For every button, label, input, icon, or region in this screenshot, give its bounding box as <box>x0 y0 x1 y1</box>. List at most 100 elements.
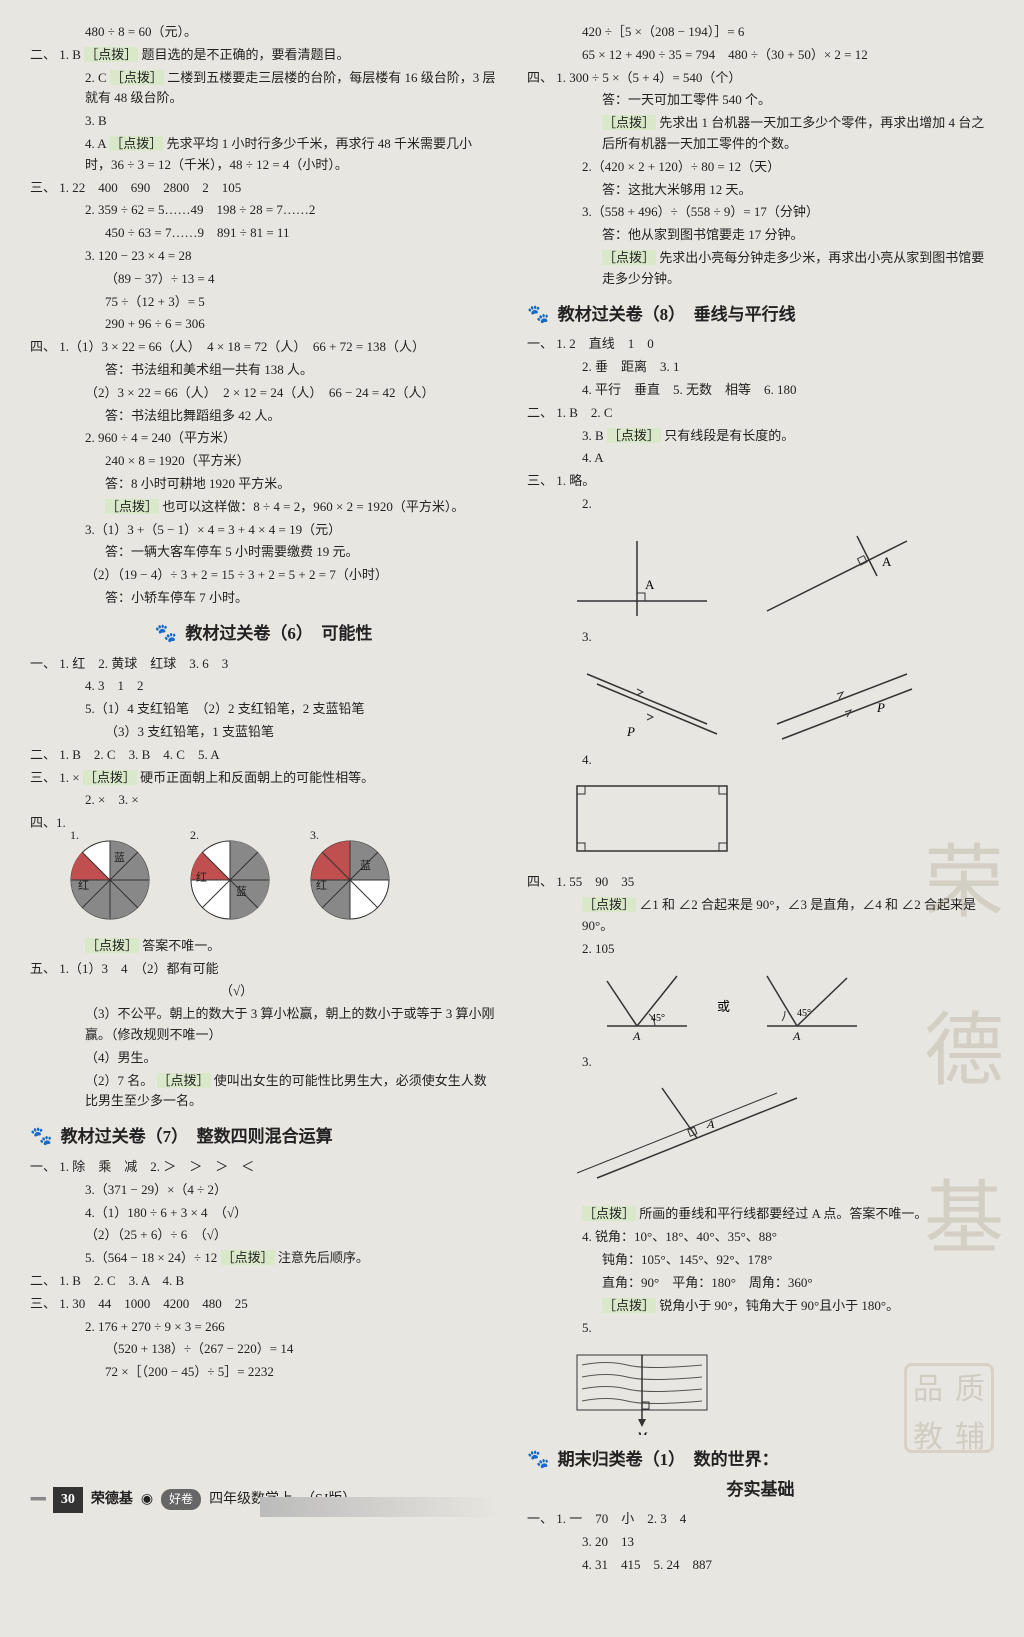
text-line: 答：书法组和美术组一共有 138 人。 <box>30 360 497 381</box>
text-line: 4. <box>527 750 994 771</box>
hint-label: ［点拨］ <box>582 897 636 912</box>
text-line: 2. <box>527 494 994 515</box>
text-line: 答：书法组比舞蹈组多 42 人。 <box>30 406 497 427</box>
hint-label: ［点拨］ <box>602 1298 656 1313</box>
hint-label: ［点拨］ <box>582 1206 636 1221</box>
text-line: 5.（564 − 18 × 24）÷ 12 ［点拨］ 注意先后顺序。 <box>30 1248 497 1269</box>
text-line: （2）（19 − 4）÷ 3 + 2 = 15 ÷ 3 + 2 = 5 + 2 … <box>30 565 497 586</box>
pie-label-red: 红 <box>78 878 89 896</box>
footer-gradient <box>260 1497 500 1517</box>
hint-label: ［点拨］ <box>157 1073 211 1088</box>
text-line: 答：他从家到图书馆要走 17 分钟。 <box>527 225 994 246</box>
paw-icon: 🐾 <box>527 1449 549 1469</box>
hint-label: ［点拨］ <box>83 770 137 785</box>
pie-charts: 1. 红 蓝 2. <box>70 840 497 930</box>
section-title-6: 🐾 教材过关卷（6） 可能性 <box>30 619 497 648</box>
text-line: 2. 105 <box>527 939 994 960</box>
diagram-rectangle <box>567 776 994 866</box>
p8-sec4: 四、 1. 55 90 35 <box>527 872 994 893</box>
text-line: ［点拨］ 先求出 1 台机器一天加工多少个零件，再求出增加 4 台之后所有机器一… <box>527 113 994 155</box>
text-line: 3. <box>527 1052 994 1073</box>
svg-text:45°: 45° <box>797 1008 811 1019</box>
text-line: 4. 平行 垂直 5. 无数 相等 6. 180 <box>527 380 994 401</box>
pie-label-red: 红 <box>316 878 327 896</box>
section-subtitle-end: 夯实基础 <box>527 1476 994 1503</box>
text-line: 65 × 12 + 490 ÷ 35 = 794 480 ÷（30 + 50）×… <box>527 45 994 66</box>
section-title-8: 🐾 教材过关卷（8） 垂线与平行线 <box>527 300 994 329</box>
diagram-45deg: 45° A 或 45° A <box>567 966 994 1046</box>
text-line: 3. B ［点拨］ 只有线段是有长度的。 <box>527 426 994 447</box>
text-line: 钝角：105°、145°、92°、178° <box>527 1250 994 1271</box>
p7-sec2: 二、 1. B 2. C 3. A 4. B <box>30 1271 497 1292</box>
label-P: P <box>876 700 885 715</box>
text-line: 2. 垂 距离 3. 1 <box>527 357 994 378</box>
text-line: ［点拨］ ∠1 和 ∠2 合起来是 90°，∠3 是直角，∠4 和 ∠2 合起来… <box>527 895 994 937</box>
label-M: M <box>636 1429 648 1435</box>
text-line: 420 ÷［5 ×（208 − 194）］= 6 <box>527 22 994 43</box>
label-P: P <box>626 724 635 739</box>
p6-sec2: 二、 1. B 2. C 3. B 4. C 5. A <box>30 745 497 766</box>
hint-label: ［点拨］ <box>110 70 164 85</box>
text-line: 2. 359 ÷ 62 = 5……49 198 ÷ 28 = 7……2 <box>30 200 497 221</box>
text-line: 480 ÷ 8 = 60（元）。 <box>30 22 497 43</box>
text-line: 4. 31 415 5. 24 887 <box>527 1555 994 1576</box>
paw-icon: 🐾 <box>155 623 177 643</box>
text-line: 2.（420 × 2 + 120）÷ 80 = 12（天） <box>527 157 994 178</box>
text-line: 3. <box>527 627 994 648</box>
hint-label: ［点拨］ <box>607 428 661 443</box>
text-line: 2. C ［点拨］ 二楼到五楼要走三层楼的台阶，每层楼有 16 级台阶，3 层就… <box>30 68 497 110</box>
pe-sec1: 一、 1. 一 70 小 2. 3 4 <box>527 1509 994 1530</box>
pie-1: 1. 红 蓝 <box>70 840 160 930</box>
diagram-parallel: P P <box>567 654 994 744</box>
section-3: 三、 1. 22 400 690 2800 2 105 <box>30 178 497 199</box>
dot-icon: ◉ <box>141 1489 153 1511</box>
text-line: 4.（1）180 ÷ 6 + 3 × 4 （√） <box>30 1203 497 1224</box>
pie-label-blue: 蓝 <box>236 884 247 902</box>
section-4r: 四、 1. 300 ÷ 5 ×（5 + 4）= 540（个） <box>527 68 994 89</box>
hint-label: ［点拨］ <box>109 136 163 151</box>
text-line: 2. 176 + 270 ÷ 9 × 3 = 266 <box>30 1317 497 1338</box>
diagram-perpendicular: A A <box>567 521 994 621</box>
hint-label: ［点拨］ <box>85 938 139 953</box>
paw-icon: 🐾 <box>527 304 549 324</box>
section-title-end: 🐾 期末归类卷（1） 数的世界： <box>527 1445 994 1474</box>
pie-2: 2. 红 蓝 <box>190 840 280 930</box>
text-line: 4. A ［点拨］ 先求平均 1 小时行多少千米，再求行 48 千米需要几小时，… <box>30 134 497 176</box>
text-line: 直角：90° 平角：180° 周角：360° <box>527 1273 994 1294</box>
text-line: （89 − 37）÷ 13 = 4 <box>30 269 497 290</box>
text-line: （2）7 名。 ［点拨］ 使叫出女生的可能性比男生大，必须使女生人数比男生至少多… <box>30 1071 497 1113</box>
text-line: 4. A <box>527 448 994 469</box>
svg-text:A: A <box>706 1117 715 1131</box>
text-line: 2. 960 ÷ 4 = 240（平方米） <box>30 428 497 449</box>
text-line: ［点拨］ 答案不唯一。 <box>30 936 497 957</box>
or-label: 或 <box>717 999 730 1014</box>
brand-name: 荣德基 <box>91 1489 133 1511</box>
text-line: 3.（1）3 +（5 − 1）× 4 = 3 + 4 × 4 = 19（元） <box>30 520 497 541</box>
p6-sec4: 四、1. <box>30 813 497 834</box>
p8-sec1: 一、 1. 2 直线 1 0 <box>527 334 994 355</box>
text-line: 答：一辆大客车停车 5 小时需要缴费 19 元。 <box>30 542 497 563</box>
p8-sec3: 三、 1. 略。 <box>527 471 994 492</box>
p7-sec1: 一、 1. 除 乘 减 2. ＞ ＞ ＞ ＜ <box>30 1157 497 1178</box>
text-line: （520 + 138）÷（267 − 220）= 14 <box>30 1339 497 1360</box>
hint-label: ［点拨］ <box>84 47 138 62</box>
text-line: （2）（25 + 6）÷ 6 （√） <box>30 1225 497 1246</box>
text-line: 72 ×［（200 − 45）÷ 5］= 2232 <box>30 1362 497 1383</box>
text-line: 答：这批大米够用 12 天。 <box>527 180 994 201</box>
diagram-angle-A: A <box>567 1078 994 1198</box>
check-mark: （√） <box>30 981 497 1002</box>
dots-icon: ▪▪▪▪▪ <box>30 1489 45 1511</box>
section-title-7: 🐾 教材过关卷（7） 整数四则混合运算 <box>30 1122 497 1151</box>
pie-label-red: 红 <box>196 870 207 888</box>
svg-text:45°: 45° <box>651 1013 665 1024</box>
pie-label-blue: 蓝 <box>114 850 125 868</box>
p6-sec1: 一、 1. 红 2. 黄球 红球 3. 6 3 <box>30 654 497 675</box>
text-line: 75 ÷（12 + 3）= 5 <box>30 292 497 313</box>
p6-sec3: 三、 1. × ［点拨］ 硬币正面朝上和反面朝上的可能性相等。 <box>30 768 497 789</box>
text-line: 3. 20 13 <box>527 1532 994 1553</box>
p8-sec2: 二、 1. B 2. C <box>527 403 994 424</box>
text-line: 3.（371 − 29）×（4 ÷ 2） <box>30 1180 497 1201</box>
text-line: 2. × 3. × <box>30 790 497 811</box>
text-line: 5.（1）4 支红铅笔 （2）2 支红铅笔，2 支蓝铅笔 <box>30 699 497 720</box>
text-line: 240 × 8 = 1920（平方米） <box>30 451 497 472</box>
